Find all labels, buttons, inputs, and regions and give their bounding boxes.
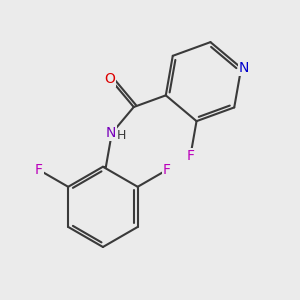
- Text: N: N: [105, 126, 116, 140]
- Text: N: N: [239, 61, 249, 75]
- Text: O: O: [104, 72, 115, 86]
- Text: F: F: [163, 163, 171, 177]
- Text: F: F: [35, 163, 43, 177]
- Text: F: F: [186, 149, 194, 163]
- Text: H: H: [117, 129, 126, 142]
